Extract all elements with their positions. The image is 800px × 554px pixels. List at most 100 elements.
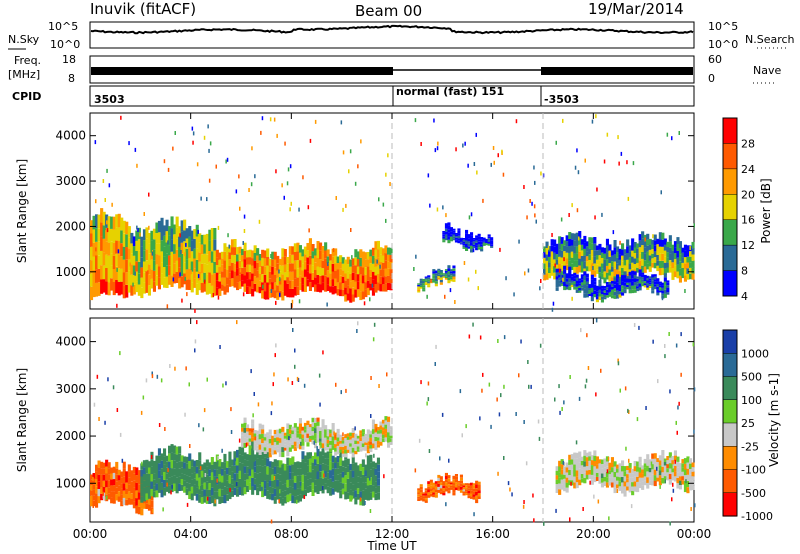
- data-cell: [331, 248, 335, 257]
- data-cell: [165, 473, 169, 480]
- data-cell: [271, 266, 275, 275]
- data-cell: [233, 458, 237, 466]
- data-cell: [608, 516, 610, 521]
- data-cell: [442, 273, 446, 274]
- data-cell: [188, 382, 190, 387]
- data-cell: [185, 456, 189, 464]
- data-cell: [593, 290, 597, 294]
- data-cell: [203, 272, 207, 283]
- data-cell: [329, 470, 333, 479]
- data-cell: [661, 290, 665, 294]
- data-cell: [150, 507, 154, 515]
- data-cell: [175, 454, 179, 463]
- data-cell: [636, 288, 640, 292]
- data-cell: [316, 241, 320, 250]
- data-cell: [288, 429, 292, 434]
- data-cell: [681, 459, 685, 464]
- data-cell: [127, 237, 131, 249]
- data-cell: [97, 474, 101, 482]
- data-cell: [122, 259, 126, 273]
- data-cell: [444, 485, 448, 489]
- data-cell: [673, 265, 677, 272]
- data-cell: [271, 251, 275, 260]
- data-cell: [319, 441, 323, 446]
- data-cell: [668, 241, 672, 248]
- data-cell: [117, 496, 121, 502]
- data-cell: [563, 400, 565, 405]
- data-cell: [369, 276, 373, 284]
- data-cell: [580, 473, 584, 479]
- data-cell: [366, 455, 370, 463]
- data-cell: [115, 494, 119, 501]
- data-cell: [487, 238, 491, 241]
- data-cell: [434, 273, 438, 276]
- data-cell: [465, 485, 469, 488]
- data-cell: [206, 496, 209, 501]
- data-cell: [291, 495, 295, 504]
- data-cell: [366, 485, 370, 493]
- data-cell: [321, 455, 325, 464]
- data-cell: [193, 466, 197, 473]
- data-cell: [220, 496, 224, 503]
- data-cell: [570, 475, 574, 481]
- data-cell: [316, 434, 320, 439]
- data-cell: [523, 500, 525, 504]
- data-cell: [135, 230, 139, 241]
- data-cell: [254, 436, 257, 441]
- data-cell: [420, 142, 422, 146]
- data-cell: [319, 477, 323, 485]
- data-cell: [575, 458, 579, 465]
- data-cell: [225, 246, 229, 255]
- data-cell: [180, 461, 184, 468]
- data-cell: [481, 388, 483, 393]
- data-cell: [200, 477, 204, 485]
- data-cell: [646, 280, 650, 283]
- data-cell: [215, 164, 217, 169]
- data-cell: [381, 419, 385, 424]
- cpid-segment-3: -3503: [544, 93, 579, 106]
- data-cell: [273, 450, 277, 455]
- freq-label-line1: Freq.: [14, 54, 41, 67]
- data-cell: [693, 223, 695, 228]
- data-cell: [641, 477, 645, 482]
- data-cell: [185, 269, 189, 280]
- data-cell: [361, 447, 365, 451]
- data-cell: [633, 253, 637, 259]
- data-cell: [671, 274, 675, 280]
- data-cell: [613, 240, 617, 248]
- data-cell: [648, 286, 652, 288]
- data-cell: [223, 462, 227, 471]
- data-cell: [570, 274, 574, 277]
- data-cell: [593, 277, 597, 281]
- data-cell: [309, 138, 312, 143]
- data-cell: [311, 280, 315, 288]
- data-cell: [449, 234, 453, 237]
- data-cell: [470, 239, 474, 243]
- data-cell: [296, 277, 300, 287]
- data-cell: [331, 488, 335, 495]
- data-cell: [217, 225, 220, 230]
- data-cell: [424, 279, 428, 281]
- data-cell: [321, 428, 325, 434]
- data-cell: [276, 479, 280, 487]
- data-cell: [656, 265, 660, 272]
- data-cell: [439, 274, 443, 278]
- data-cell: [198, 261, 202, 272]
- data-cell: [137, 506, 141, 515]
- data-cell: [467, 483, 471, 486]
- data-cell: [628, 271, 632, 276]
- data-cell: [447, 274, 451, 278]
- data-cell: [422, 279, 426, 282]
- data-cell: [533, 518, 535, 523]
- data-cell: [580, 244, 584, 251]
- data-cell: [442, 277, 446, 278]
- data-cell: [215, 484, 219, 492]
- data-cell: [339, 446, 343, 450]
- data-cell: [565, 252, 569, 259]
- data-cell: [374, 258, 378, 267]
- noise-tick-left-top: 10^5: [48, 20, 78, 33]
- data-cell: [467, 488, 471, 491]
- data-cell: [107, 474, 111, 481]
- data-cell: [193, 472, 197, 479]
- data-cell: [626, 246, 630, 253]
